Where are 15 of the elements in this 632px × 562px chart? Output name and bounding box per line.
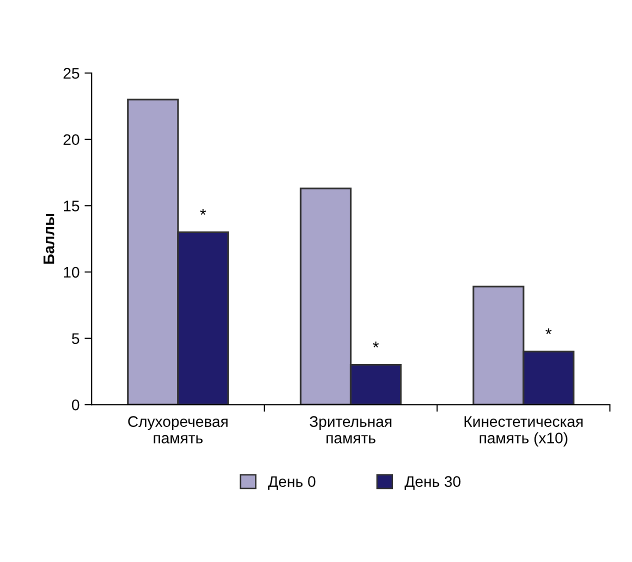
legend-label: День 30 xyxy=(404,476,460,490)
y-tick-label: 15 xyxy=(64,200,80,212)
x-tick-label: Зрительная память xyxy=(310,416,392,444)
legend-label: День 0 xyxy=(268,476,316,490)
annotation: * xyxy=(546,328,552,334)
y-axis-title: Баллы xyxy=(44,214,54,264)
y-tick-label: 20 xyxy=(64,134,80,146)
x-tick-label: Кинестетическая память (x10) xyxy=(464,416,583,446)
y-tick-label: 25 xyxy=(64,68,80,79)
y-tick-label: 5 xyxy=(72,333,80,344)
x-tick-label: Слухоречевая память xyxy=(128,416,228,444)
annotation: * xyxy=(372,342,379,348)
y-tick-label: 10 xyxy=(64,266,80,278)
annotation: * xyxy=(200,208,206,215)
y-tick-label: 0 xyxy=(72,400,80,410)
